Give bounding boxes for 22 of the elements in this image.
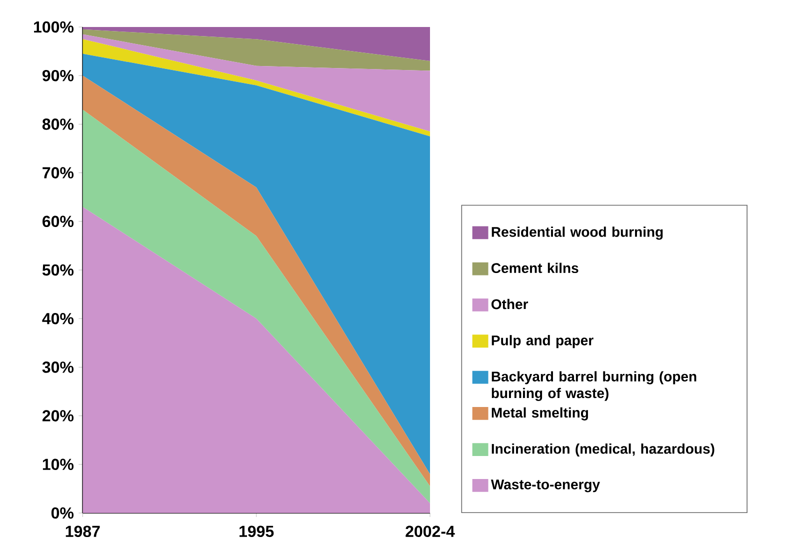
x-tick-label: 1987 [66,526,100,538]
y-tick-label: 20% [42,410,74,422]
y-tick-label: 80% [42,118,74,130]
legend-label: Residential wood burning [492,226,663,240]
legend-label: Incineration (medical, hazardous) [492,443,714,457]
y-tick-label: 70% [42,167,74,178]
legend-label: Other [491,298,528,310]
legend-label: Waste-to-energy [490,480,600,492]
x-tick-label: 1995 [240,526,274,538]
legend-label: Metal smelting [492,407,588,420]
y-tick-label: 50% [42,264,74,276]
legend-label: Pulp and paper [492,335,594,348]
y-tick-label: 10% [42,458,74,470]
y-tick-label: 40% [42,312,74,324]
legend-label: Cement kilns [491,262,578,274]
y-tick-label: 30% [42,362,74,373]
y-tick-label: 60% [42,216,74,228]
y-tick-label: 100% [34,21,74,33]
legend-label: Backyard barrel burning (open burning of waste) [492,371,696,401]
x-tick-label: 2002-4 [406,526,455,538]
y-tick-label: 0% [51,507,74,519]
y-tick-label: 90% [42,70,74,82]
